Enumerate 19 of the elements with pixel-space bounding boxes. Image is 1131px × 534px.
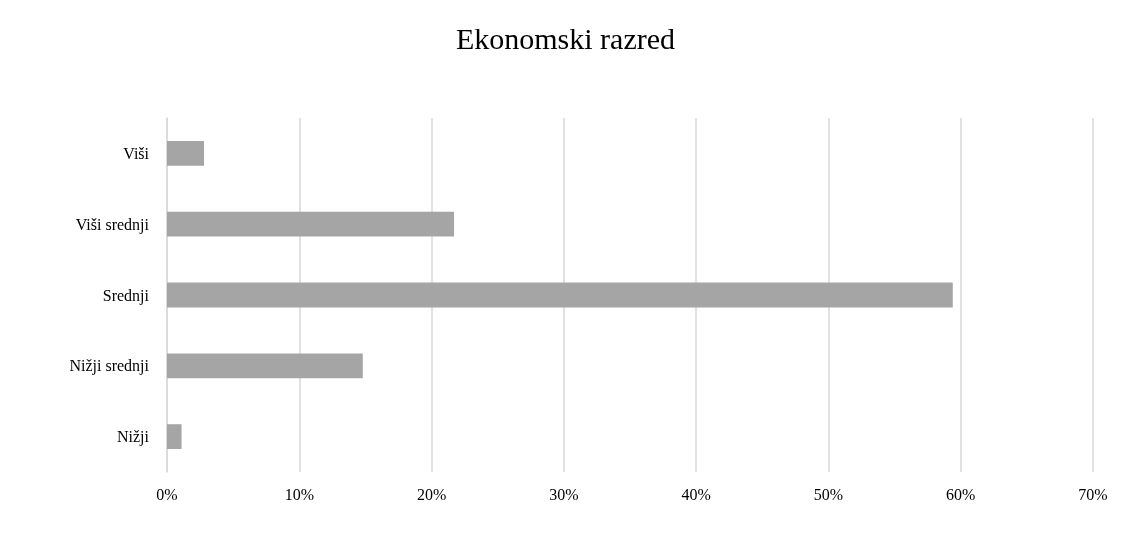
bar <box>167 353 363 379</box>
y-tick-label: Viši <box>123 144 150 162</box>
bar <box>167 424 182 449</box>
x-tick-label: 70% <box>1078 485 1108 503</box>
x-tick-label: 10% <box>284 485 314 503</box>
bar <box>167 141 205 166</box>
x-tick-label: 0% <box>156 485 178 503</box>
x-tick-label: 60% <box>946 485 976 503</box>
x-tick-label: 20% <box>416 485 447 503</box>
y-tick-label: Nižji srednji <box>69 357 150 376</box>
y-tick-label: Nižji <box>117 428 150 447</box>
x-tick-label: 40% <box>681 485 711 503</box>
x-tick-label: 30% <box>549 485 579 503</box>
y-tick-label: Srednji <box>102 286 150 305</box>
chart-title: Ekonomski razred <box>455 21 676 55</box>
bar <box>167 282 953 308</box>
bar <box>167 211 455 237</box>
y-tick-label: Viši srednji <box>75 215 150 234</box>
x-tick-label: 50% <box>813 485 844 503</box>
